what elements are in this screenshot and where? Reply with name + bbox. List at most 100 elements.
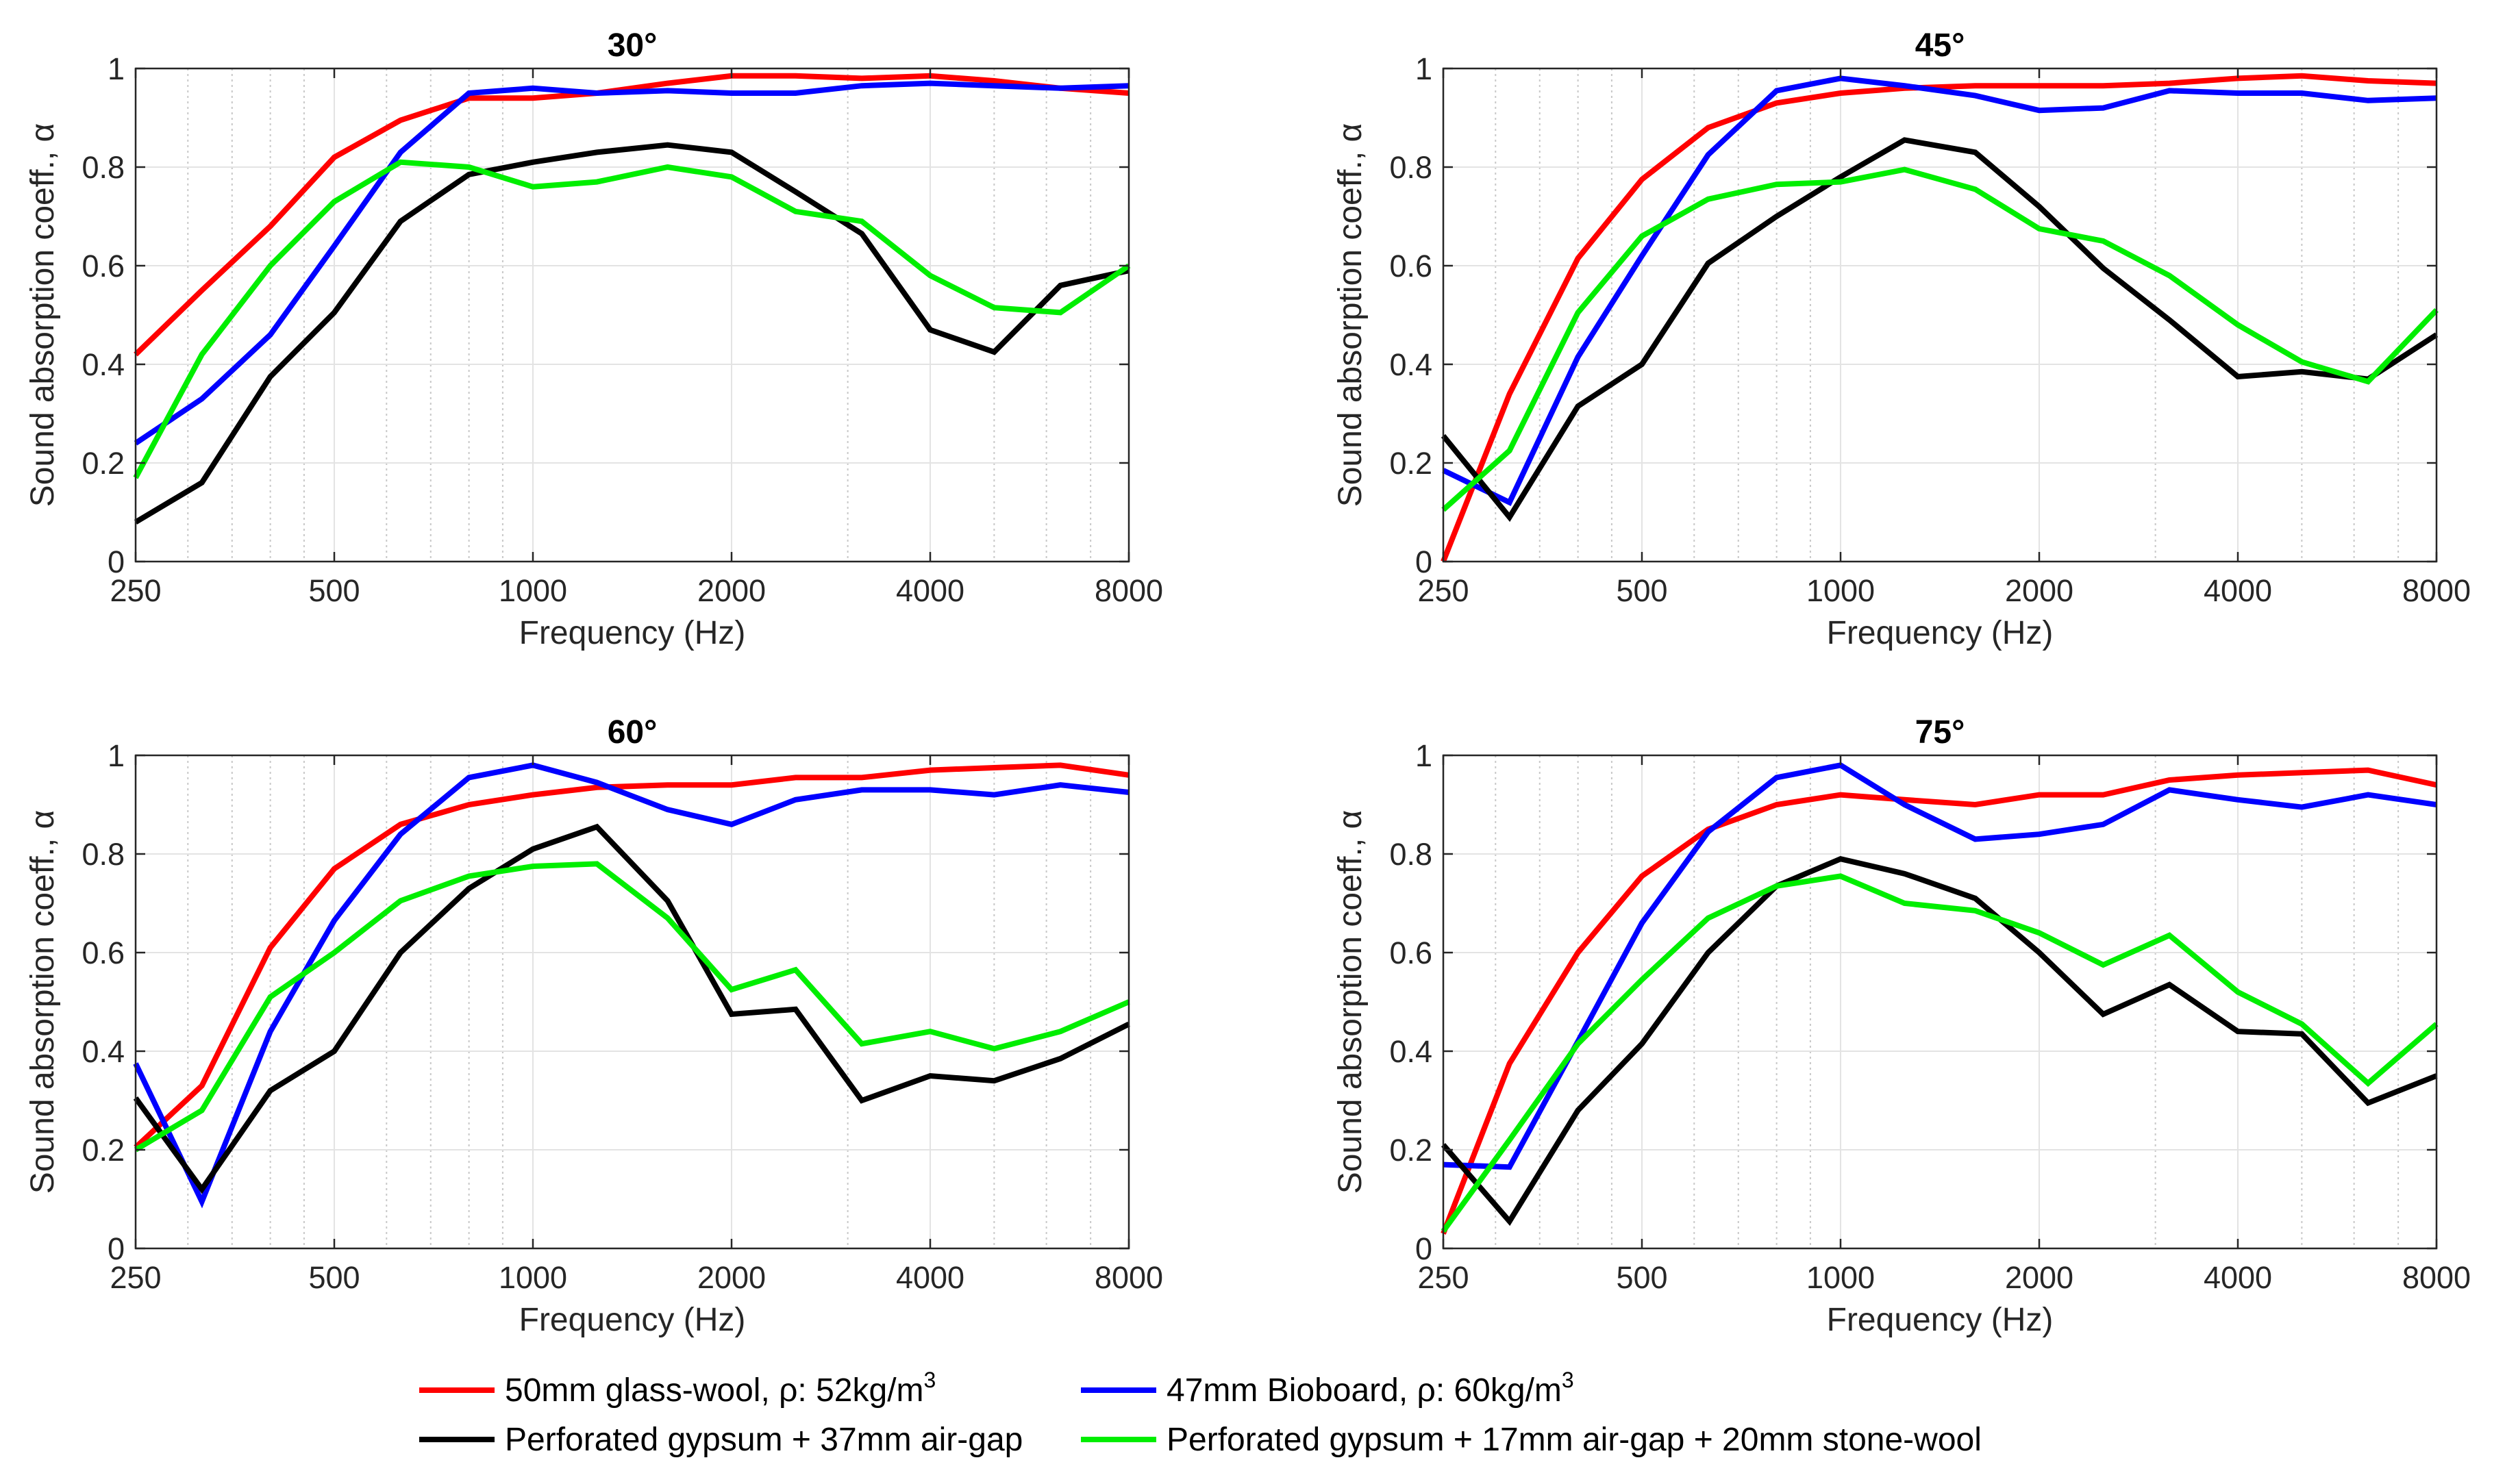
legend-label-superscript: 3 <box>1562 1368 1574 1392</box>
panel-1: 0 0.2 0.4 0.6 0.8 1 250 500 1000 2000 4000 8000 Freq… <box>25 27 1163 651</box>
plot-area <box>1443 68 2437 562</box>
series-line-4 <box>133 159 1131 479</box>
legend: 50mm glass-wool, ρ: 52kg/m3 47mm Bioboard… <box>419 1368 1982 1458</box>
x-tick-label: 2000 <box>2005 1260 2073 1295</box>
y-tick-label: 1 <box>108 738 125 773</box>
x-tick-label: 4000 <box>896 573 964 608</box>
x-tick-label: 250 <box>110 1260 161 1295</box>
series-line-4 <box>1441 873 2439 1233</box>
y-axis-title: Sound absorption coeff., α <box>25 123 61 507</box>
legend-entry-3: Perforated gypsum + 37mm air-gap <box>419 1422 1023 1458</box>
y-tick-label: 0.6 <box>1389 249 1432 284</box>
legend-label: Perforated gypsum + 17mm air-gap + 20mm … <box>1167 1422 1982 1458</box>
x-tick-label: 4000 <box>2204 1260 2272 1295</box>
panel-title: 45° <box>1915 27 1965 64</box>
y-axis-title: Sound absorption coeff., α <box>1332 123 1369 507</box>
legend-entry-2: 47mm Bioboard, ρ: 60kg/m3 <box>1081 1368 1574 1409</box>
x-tick-label: 1000 <box>1806 573 1875 608</box>
legend-entry-4: Perforated gypsum + 17mm air-gap + 20mm … <box>1081 1422 1982 1458</box>
x-axis-title: Frequency (Hz) <box>519 615 746 651</box>
axes-frame <box>1442 754 2438 1250</box>
x-tick-label: 500 <box>1616 573 1667 608</box>
legend-label: 47mm Bioboard, ρ: 60kg/m3 <box>1167 1368 1574 1409</box>
x-tick-label: 250 <box>1417 1260 1469 1295</box>
x-tick-label: 250 <box>110 573 161 608</box>
series-line-1 <box>1441 767 2437 1235</box>
y-tick-label: 0.8 <box>1389 837 1432 872</box>
axes-frame <box>1442 67 2438 563</box>
y-tick-label: 0 <box>108 1231 125 1266</box>
series-line-3 <box>1441 137 2439 523</box>
axes-frame <box>134 67 1130 563</box>
x-axis-title: Frequency (Hz) <box>519 1302 746 1338</box>
panel-3: 0 0.2 0.4 0.6 0.8 1 250 500 1000 2000 4000 8000 Freq… <box>25 714 1163 1338</box>
y-tick-label: 0.2 <box>1389 446 1432 481</box>
y-tick-label: 1 <box>108 51 125 86</box>
panel-4: 0 0.2 0.4 0.6 0.8 1 250 500 1000 2000 4000 8000 Freq… <box>1332 714 2471 1338</box>
y-tick-label: 0.4 <box>1389 347 1432 382</box>
plot-area <box>1443 755 2437 1248</box>
series-line-4 <box>134 861 1130 1153</box>
panel-title: 60° <box>608 714 658 751</box>
legend-label: 50mm glass-wool, ρ: 52kg/m3 <box>505 1368 936 1409</box>
x-tick-label: 250 <box>1417 573 1469 608</box>
legend-entry-1: 50mm glass-wool, ρ: 52kg/m3 <box>419 1368 936 1409</box>
panel-2: 0 0.2 0.4 0.6 0.8 1 250 500 1000 2000 4000 8000 Freq… <box>1332 27 2471 651</box>
x-tick-label: 8000 <box>2402 573 2471 608</box>
legend-label-main: 47mm Bioboard, ρ: 60kg/m <box>1167 1372 1562 1409</box>
x-tick-label: 8000 <box>1095 573 1163 608</box>
y-tick-label: 0.4 <box>82 1034 125 1069</box>
y-tick-label: 0 <box>1415 544 1432 579</box>
y-tick-label: 0.2 <box>82 1133 125 1168</box>
series-line-3 <box>1441 856 2438 1227</box>
y-tick-label: 0.2 <box>1389 1133 1432 1168</box>
series-line-4 <box>1441 166 2439 512</box>
plot-area <box>136 755 1129 1248</box>
legend-label: Perforated gypsum + 37mm air-gap <box>505 1422 1023 1458</box>
x-axis-title: Frequency (Hz) <box>1827 1302 2054 1338</box>
series-line-2 <box>1443 762 2437 1170</box>
x-axis-title: Frequency (Hz) <box>1827 615 2054 651</box>
y-tick-label: 0.8 <box>82 837 125 872</box>
legend-label-main: Perforated gypsum + 17mm air-gap + 20mm … <box>1167 1422 1982 1458</box>
y-tick-label: 0 <box>108 544 125 579</box>
legend-label-main: 50mm glass-wool, ρ: 52kg/m <box>505 1372 924 1409</box>
series-line-2 <box>134 80 1130 446</box>
y-tick-label: 0.6 <box>82 935 125 970</box>
y-tick-label: 0.6 <box>82 249 125 284</box>
series-line-3 <box>133 823 1130 1194</box>
y-tick-label: 0.2 <box>82 446 125 481</box>
y-tick-label: 1 <box>1415 738 1432 773</box>
y-tick-label: 0.8 <box>1389 150 1432 185</box>
x-tick-label: 4000 <box>2204 573 2272 608</box>
series-line-1 <box>134 73 1130 357</box>
x-tick-label: 500 <box>308 1260 360 1295</box>
y-tick-label: 0.4 <box>82 347 125 382</box>
x-tick-label: 8000 <box>1095 1260 1163 1295</box>
series-line-3 <box>134 142 1130 525</box>
y-axis-title: Sound absorption coeff., α <box>1332 810 1369 1194</box>
x-tick-label: 500 <box>308 573 360 608</box>
legend-label-main: Perforated gypsum + 37mm air-gap <box>505 1422 1023 1458</box>
x-tick-label: 4000 <box>896 1260 964 1295</box>
panel-title: 75° <box>1915 714 1965 751</box>
series-line-1 <box>134 762 1130 1150</box>
x-tick-label: 2000 <box>697 1260 766 1295</box>
x-tick-label: 500 <box>1616 1260 1667 1295</box>
y-tick-label: 0 <box>1415 1231 1432 1266</box>
x-tick-label: 8000 <box>2402 1260 2471 1295</box>
y-tick-label: 0.6 <box>1389 935 1432 970</box>
panel-title: 30° <box>608 27 658 64</box>
y-tick-label: 0.8 <box>82 150 125 185</box>
x-tick-label: 1000 <box>499 573 567 608</box>
x-tick-label: 2000 <box>2005 573 2073 608</box>
legend-label-superscript: 3 <box>924 1368 936 1392</box>
x-tick-label: 1000 <box>1806 1260 1875 1295</box>
y-tick-label: 0.4 <box>1389 1034 1432 1069</box>
y-tick-label: 1 <box>1415 51 1432 86</box>
x-tick-label: 1000 <box>499 1260 567 1295</box>
y-axis-title: Sound absorption coeff., α <box>25 810 61 1194</box>
series-line-1 <box>1441 73 2437 563</box>
